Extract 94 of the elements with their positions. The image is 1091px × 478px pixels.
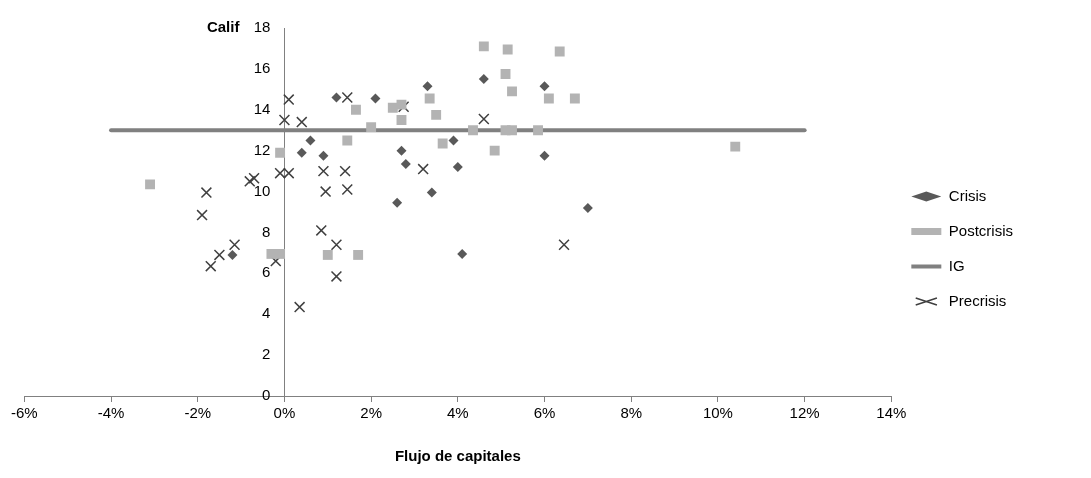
point — [396, 115, 407, 125]
point — [227, 249, 238, 260]
point — [341, 91, 353, 104]
y-tick-label: 8 — [262, 222, 271, 240]
y-tick-label: 6 — [262, 263, 271, 281]
point — [730, 141, 741, 152]
point — [283, 167, 295, 179]
x-axis-title: Flujo de capitales — [394, 447, 521, 465]
point — [431, 109, 442, 120]
point — [370, 93, 381, 104]
point — [452, 162, 463, 173]
point — [275, 248, 286, 259]
point — [489, 145, 500, 156]
point — [296, 147, 307, 158]
point — [330, 270, 343, 283]
point — [478, 41, 489, 52]
point — [448, 135, 459, 146]
point — [507, 86, 517, 97]
point — [478, 113, 490, 125]
point — [322, 249, 333, 260]
y-tick-label: 12 — [253, 140, 271, 158]
y-tick-label: 10 — [253, 181, 271, 199]
point — [293, 301, 306, 313]
x-tick-label: -2% — [184, 404, 212, 422]
y-axis-title: Calif — [206, 18, 241, 36]
point — [554, 46, 565, 57]
x-tick-label: 6% — [533, 404, 556, 422]
x-tick-label: 10% — [702, 404, 733, 422]
x-tick-label: 2% — [360, 404, 382, 422]
point — [145, 179, 155, 190]
point — [317, 165, 330, 177]
x-tick-label: 14% — [876, 404, 907, 422]
point — [392, 197, 403, 208]
point — [366, 122, 377, 133]
point — [478, 74, 489, 85]
point — [351, 104, 361, 115]
point — [342, 135, 353, 146]
point — [196, 209, 208, 221]
point — [331, 92, 342, 103]
point — [278, 114, 291, 126]
point — [437, 138, 448, 149]
point — [274, 167, 286, 179]
point — [283, 93, 295, 106]
x-tick-label: 0% — [273, 404, 296, 422]
point — [200, 186, 213, 199]
point — [533, 125, 543, 136]
point — [213, 249, 226, 261]
point — [417, 163, 429, 175]
y-tick-label: 0 — [262, 386, 271, 404]
point — [400, 158, 411, 169]
x-tick-label: -6% — [10, 404, 38, 422]
legend-label: Precrisis — [948, 291, 1007, 309]
x-tick-label: 12% — [789, 404, 820, 422]
point — [244, 175, 256, 188]
point — [457, 248, 468, 259]
x-tick-label: 4% — [446, 404, 469, 422]
point — [500, 69, 511, 79]
point — [582, 202, 593, 213]
point — [424, 93, 435, 104]
point — [315, 224, 327, 237]
point — [543, 93, 554, 104]
point — [275, 147, 286, 158]
legend-label: Crisis — [948, 186, 987, 204]
y-tick-label: 18 — [253, 18, 271, 36]
y-tick-label: 16 — [253, 59, 271, 77]
y-tick-label: 14 — [253, 99, 271, 117]
point — [205, 260, 217, 272]
point — [353, 249, 364, 260]
point — [558, 239, 570, 251]
point — [387, 102, 398, 113]
point — [422, 81, 433, 92]
point — [468, 125, 478, 136]
point — [507, 125, 517, 136]
legend-label: IG — [948, 256, 965, 274]
point — [339, 165, 351, 177]
point — [539, 150, 550, 161]
y-tick-label: 4 — [262, 304, 271, 322]
point — [569, 93, 580, 104]
point — [248, 172, 260, 184]
point — [305, 135, 316, 146]
point — [341, 183, 353, 196]
point — [319, 185, 332, 198]
point — [228, 239, 241, 251]
point — [330, 239, 343, 251]
point — [396, 145, 407, 156]
y-tick-label: 2 — [262, 345, 271, 363]
point — [318, 150, 329, 161]
legend-label: Postcrisis — [948, 221, 1014, 239]
point — [426, 187, 437, 198]
x-tick-label: -4% — [97, 404, 125, 422]
x-tick-label: 8% — [620, 404, 643, 422]
point — [539, 81, 550, 92]
point — [296, 116, 308, 128]
point — [502, 44, 513, 55]
